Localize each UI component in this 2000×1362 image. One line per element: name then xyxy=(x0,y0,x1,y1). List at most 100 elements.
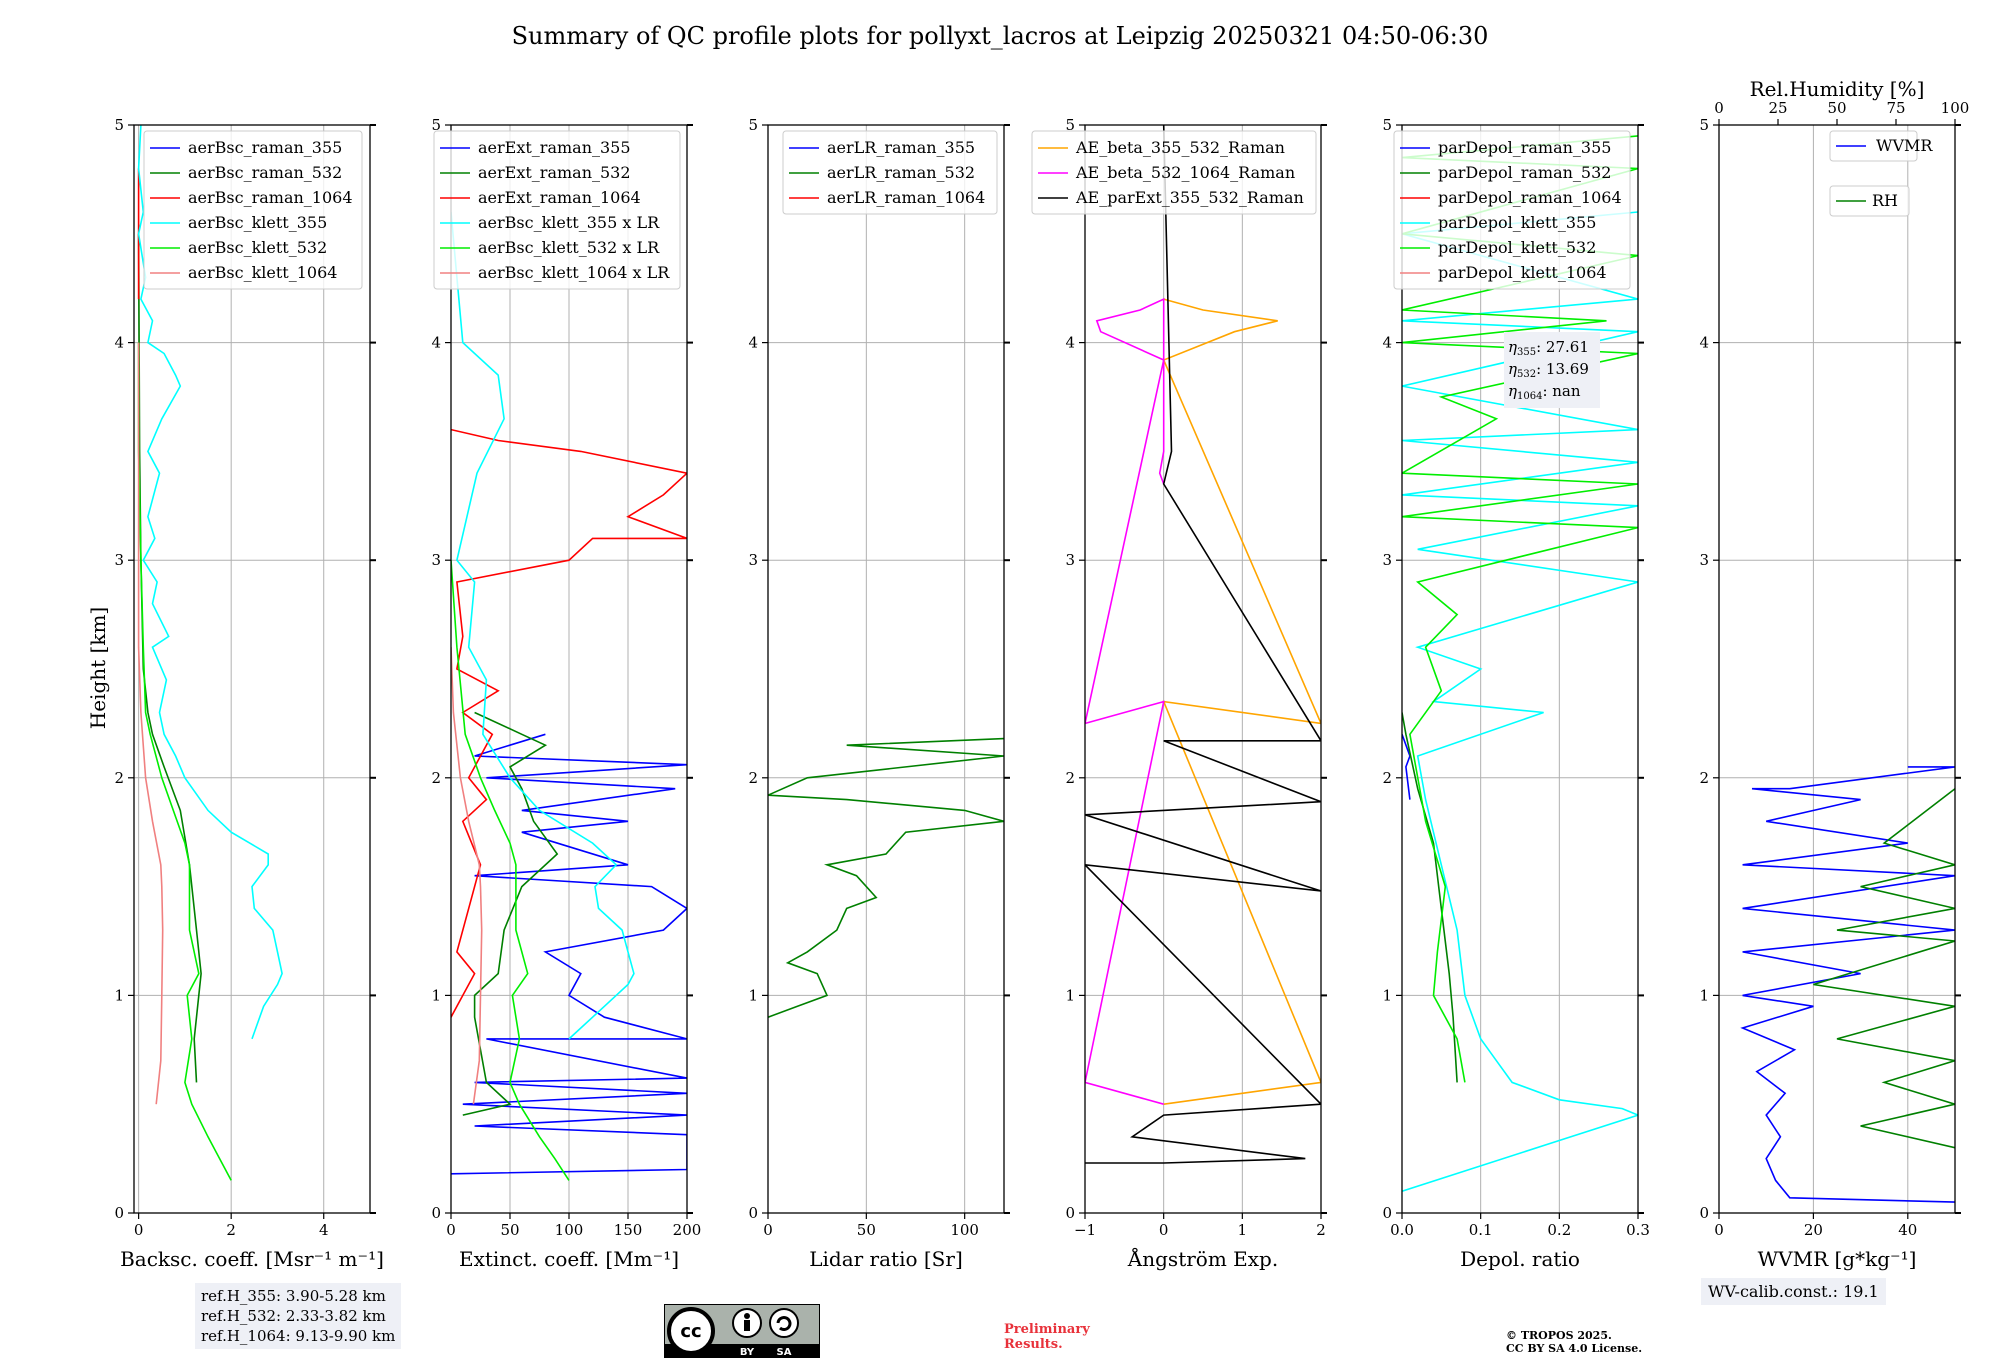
y-tick-label: 5 xyxy=(431,116,441,134)
y-tick-label: 4 xyxy=(1699,334,1709,352)
x-tick-label: 4 xyxy=(319,1221,329,1239)
y-tick-label: 2 xyxy=(114,769,124,787)
x-tick-label: 2 xyxy=(1316,1221,1326,1239)
legend-label: aerBsc_klett_355 xyxy=(188,213,327,232)
legend-label: aerBsc_raman_355 xyxy=(188,138,342,157)
legend-label: parDepol_klett_1064 xyxy=(1438,263,1607,282)
x-tick-label: 0 xyxy=(134,1221,144,1239)
x-tick-label: 0.3 xyxy=(1626,1221,1650,1239)
y-tick-label: 5 xyxy=(1382,116,1392,134)
y-tick-label: 5 xyxy=(748,116,758,134)
ref-height-355: ref.H_355: 3.90-5.28 km xyxy=(201,1287,386,1305)
y-tick-label: 1 xyxy=(748,986,758,1004)
legend-label: parDepol_klett_532 xyxy=(1438,238,1596,257)
legend-box xyxy=(1393,130,1631,290)
legend-label: aerLR_raman_532 xyxy=(827,163,975,182)
y-tick-label: 2 xyxy=(1699,769,1709,787)
series-line-aerBsc_klett_532 xyxy=(137,342,232,1181)
legend-label: aerBsc_klett_532 xyxy=(188,238,327,257)
x-axis-label: Lidar ratio [Sr] xyxy=(809,1247,963,1271)
x-tick-label: 0 xyxy=(1159,1221,1169,1239)
legend-box xyxy=(143,130,363,290)
y-tick-label: 0 xyxy=(431,1204,441,1222)
series-line-WVMR xyxy=(1740,766,1955,1203)
x2-tick-label: 25 xyxy=(1768,99,1787,117)
plot-frame xyxy=(133,124,371,1214)
series-line-AE_parExt_355_532_Raman xyxy=(1085,125,1321,1164)
panel-1: 0 2 4 0 1 2 3 4 5 Backsc. coeff. [Msr⁻¹ m⁻¹] aerBs… xyxy=(114,116,383,1271)
series-line-AE_beta_532_1064_Raman xyxy=(1085,297,1165,1105)
svg-text:cc: cc xyxy=(680,1321,701,1342)
eta-annotation: η1064: nan xyxy=(1508,382,1581,402)
x-tick-label: 0.2 xyxy=(1547,1221,1571,1239)
legend-label: aerExt_raman_355 xyxy=(478,138,631,157)
x-tick-label: 0.1 xyxy=(1469,1221,1493,1239)
y-tick-label: 0 xyxy=(1382,1204,1392,1222)
y-tick-label: 4 xyxy=(114,334,124,352)
series-line-aerExt_raman_532 xyxy=(462,711,559,1116)
x-axis-label: Depol. ratio xyxy=(1460,1247,1580,1271)
legend-label: parDepol_raman_355 xyxy=(1438,138,1611,157)
y-tick-label: 1 xyxy=(1699,986,1709,1004)
copyright-line-2: CC BY SA 4.0 License. xyxy=(1506,1342,1643,1355)
copyright-line-1: © TROPOS 2025. xyxy=(1506,1329,1612,1342)
series-line-aerBsc_klett_1064 x LR xyxy=(451,647,483,1105)
legend-label: parDepol_klett_355 xyxy=(1438,213,1596,232)
y-tick-label: 5 xyxy=(1065,116,1075,134)
cc-sa-label: SA xyxy=(777,1347,792,1358)
series-line-aerLR_raman_532 xyxy=(768,737,1004,1018)
reference-heights-box: ref.H_355: 3.90-5.28 km ref.H_532: 2.33-… xyxy=(195,1283,402,1349)
y-tick-label: 4 xyxy=(748,334,758,352)
series-line-parDepol_klett_355 xyxy=(1402,211,1638,1192)
series-line-RH xyxy=(1813,788,1955,1149)
cc-by-label: BY xyxy=(740,1347,755,1358)
page-title: Summary of QC profile plots for pollyxt_… xyxy=(511,22,1489,50)
series-line-aerBsc_klett_355 xyxy=(137,125,283,1040)
cc-icon xyxy=(667,1307,715,1355)
y-tick-label: 0 xyxy=(1065,1204,1075,1222)
sa-icon xyxy=(769,1308,799,1338)
y-tick-label: 2 xyxy=(1065,769,1075,787)
legend: aerBsc_raman_355 aerBsc_raman_532 aerBsc_r… xyxy=(143,130,363,290)
y-tick-label: 1 xyxy=(1065,986,1075,1004)
legend-box xyxy=(433,130,681,290)
plot-frame xyxy=(1401,124,1639,1214)
x-tick-label: 0 xyxy=(763,1221,773,1239)
plot-frame xyxy=(1084,124,1322,1214)
legend-box xyxy=(782,130,998,215)
series-line-AE_beta_355_532_Raman xyxy=(1162,298,1321,1105)
panel-6: 0 20 40 0 1 2 3 4 5 WVMR [g*kg⁻¹] 0 25 50 75 100 Rel.Hu… xyxy=(1699,77,1969,1271)
legend-label: parDepol_raman_1064 xyxy=(1438,188,1622,207)
y-tick-label: 0 xyxy=(114,1204,124,1222)
preliminary-line-1: Preliminary xyxy=(1004,1322,1090,1337)
y-tick-label: 3 xyxy=(114,551,124,569)
series-line-aerExt_raman_1064 xyxy=(451,428,687,1018)
y-tick-label: 1 xyxy=(1382,986,1392,1004)
series-line-aerBsc_klett_1064 xyxy=(137,342,164,1105)
x-axis-label: Ångström Exp. xyxy=(1127,1246,1278,1271)
eta-annotation: η532: 13.69 xyxy=(1508,360,1589,380)
legend-label: parDepol_raman_532 xyxy=(1438,163,1611,182)
x-tick-label: 50 xyxy=(857,1221,876,1239)
preliminary-line-2: Results. xyxy=(1004,1337,1063,1352)
x-tick-label: −1 xyxy=(1074,1221,1096,1239)
x-tick-label: 50 xyxy=(500,1221,519,1239)
x-tick-label: 0 xyxy=(1714,1221,1724,1239)
preliminary-notice: Preliminary Results. xyxy=(1004,1322,1090,1352)
legend-label: aerBsc_klett_1064 xyxy=(188,263,337,282)
legend-label: WVMR xyxy=(1876,136,1933,155)
legend: aerExt_raman_355 aerExt_raman_532 aerExt_r… xyxy=(433,130,681,290)
legend-label: aerBsc_klett_532 x LR xyxy=(478,238,660,257)
x-axis-label: Backsc. coeff. [Msr⁻¹ m⁻¹] xyxy=(120,1247,384,1271)
series-line-parDepol_raman_532 xyxy=(1402,712,1458,1083)
legend-label: RH xyxy=(1872,191,1898,210)
y-tick-label: 5 xyxy=(114,116,124,134)
x-tick-label: 2 xyxy=(226,1221,236,1239)
series-line-aerBsc_klett_355 x LR xyxy=(451,211,635,1040)
x-tick-label: 0.0 xyxy=(1390,1221,1414,1239)
x-tick-label: 200 xyxy=(673,1221,702,1239)
y-tick-label: 3 xyxy=(748,551,758,569)
legend-label: AE_beta_532_1064_Raman xyxy=(1075,163,1295,182)
y-tick-label: 5 xyxy=(1699,116,1709,134)
